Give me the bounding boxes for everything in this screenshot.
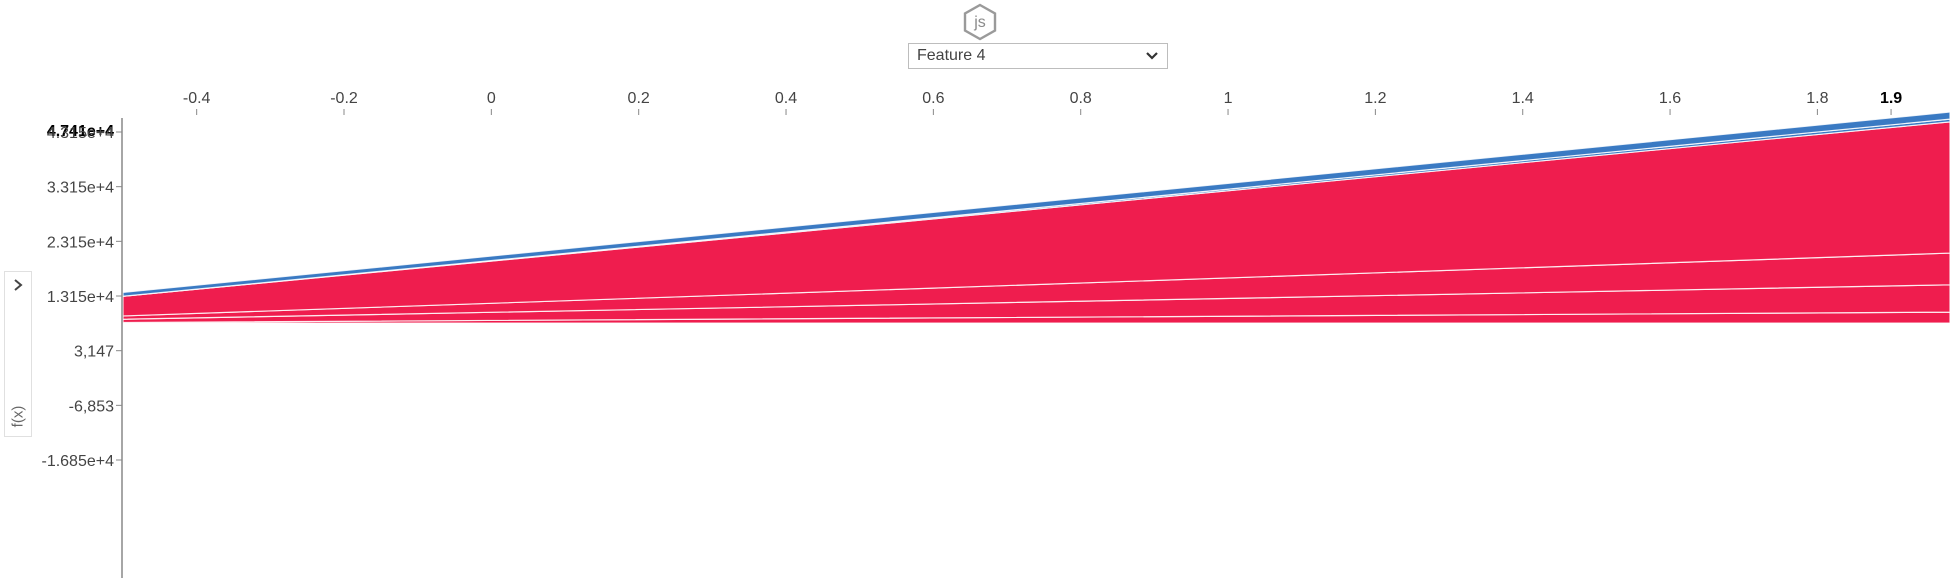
- x-tick-label-7: 1: [1224, 90, 1233, 107]
- force-band-1[interactable]: [122, 284, 1950, 324]
- y-tick-label-7: -1.685e+4: [41, 453, 114, 470]
- x-tick-label-9: 1.4: [1512, 90, 1534, 107]
- force-band-2[interactable]: [122, 252, 1950, 320]
- x-tick-label-11: 1.8: [1806, 90, 1828, 107]
- x-tick-label-6: 0.8: [1070, 90, 1092, 107]
- x-tick-label-8: 1.2: [1364, 90, 1386, 107]
- chevron-right-icon: [14, 279, 23, 291]
- y-tick-label-2: 3.315e+4: [47, 180, 114, 197]
- y-tick-label-6: -6,853: [69, 398, 114, 415]
- force-band-3[interactable]: [122, 121, 1950, 317]
- y-tick-label-5: 3,147: [74, 344, 114, 361]
- logo-text: js: [973, 14, 986, 31]
- force-band-5[interactable]: [122, 111, 1950, 297]
- bands-layer: [122, 111, 1950, 324]
- y-axis: 4.741e+44.315e+4 3.315e+4 2.315e+4 1.315e+4…: [41, 118, 123, 578]
- x-tick-label-4: 0.4: [775, 90, 797, 107]
- y-tick-label-4: 1.315e+4: [47, 289, 114, 306]
- feature-select[interactable]: Feature 4: [908, 43, 1168, 69]
- x-tick-label-2: 0: [487, 90, 496, 107]
- fx-sidebar-toggle[interactable]: f(x): [4, 271, 32, 437]
- chevron-down-icon: [1146, 52, 1158, 60]
- x-tick-label-1: -0.2: [330, 90, 358, 107]
- js-logo: js: [963, 3, 997, 41]
- x-tick-label-10: 1.6: [1659, 90, 1681, 107]
- x-axis: -0.4 -0.2 0 0.2 0.4 0.6 0.8 1 1.2 1.4 1.6 1.8 1.9: [183, 90, 1902, 115]
- feature-select-value: Feature 4: [917, 47, 986, 64]
- x-tick-label-12: 1.9: [1880, 90, 1902, 107]
- x-tick-label-5: 0.6: [922, 90, 944, 107]
- x-tick-label-3: 0.2: [628, 90, 650, 107]
- y-tick-label-1: 4.315e+4: [47, 125, 114, 142]
- y-tick-label-0: 4.741e+4: [47, 123, 114, 140]
- y-tick-label-3: 2.315e+4: [47, 234, 114, 251]
- x-tick-label-0: -0.4: [183, 90, 211, 107]
- hexagon-icon: [963, 3, 997, 41]
